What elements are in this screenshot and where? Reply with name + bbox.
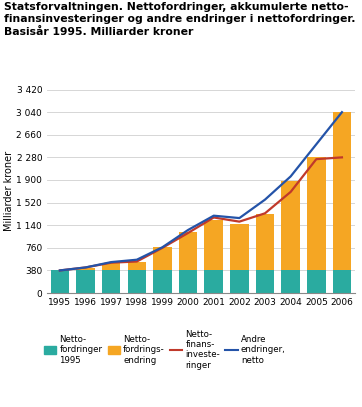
Bar bbox=[51, 270, 69, 293]
Bar bbox=[76, 268, 95, 270]
Bar bbox=[153, 247, 172, 270]
Bar bbox=[333, 270, 351, 293]
Bar bbox=[205, 221, 223, 270]
Bar bbox=[230, 224, 249, 270]
Bar bbox=[230, 270, 249, 293]
Bar bbox=[256, 270, 274, 293]
Bar bbox=[256, 214, 274, 270]
Bar bbox=[307, 270, 325, 293]
Bar bbox=[102, 263, 121, 270]
Bar bbox=[281, 181, 300, 270]
Bar bbox=[281, 270, 300, 293]
Text: Statsforvaltningen. Nettofordringer, akkumulerte netto-
finansinvesteringer og a: Statsforvaltningen. Nettofordringer, akk… bbox=[4, 2, 355, 37]
Bar bbox=[76, 270, 95, 293]
Bar bbox=[102, 270, 121, 293]
Bar bbox=[179, 270, 197, 293]
Bar bbox=[153, 270, 172, 293]
Legend: Netto-
fordringer
1995, Netto-
fordrings-
endring, Netto-
finans-
investe-
ringe: Netto- fordringer 1995, Netto- fordrings… bbox=[44, 330, 286, 370]
Bar bbox=[205, 270, 223, 293]
Bar bbox=[333, 112, 351, 270]
Bar bbox=[127, 270, 146, 293]
Y-axis label: Milliarder kroner: Milliarder kroner bbox=[4, 151, 13, 231]
Bar bbox=[127, 262, 146, 270]
Bar bbox=[179, 232, 197, 270]
Bar bbox=[307, 157, 325, 270]
